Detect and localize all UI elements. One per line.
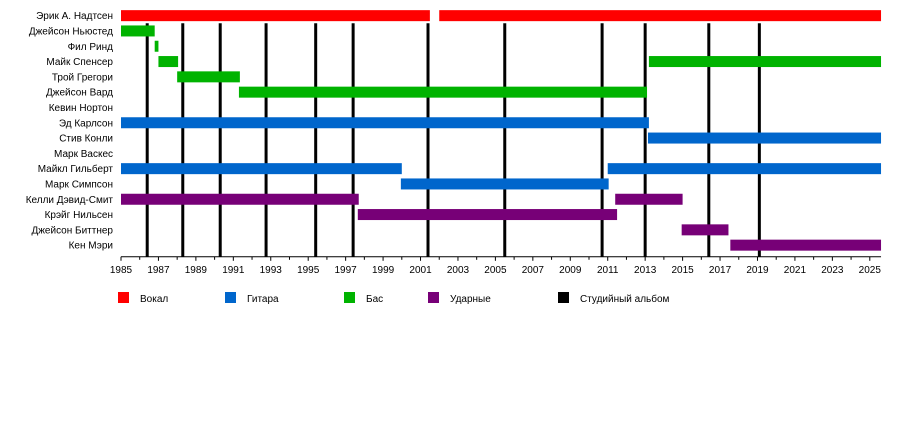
member-name-label: Эд Карлсон bbox=[59, 118, 113, 129]
x-tick-label: 2025 bbox=[859, 265, 882, 276]
x-tick-label: 2023 bbox=[821, 265, 844, 276]
x-tick-label: 1991 bbox=[222, 265, 245, 276]
member-bar-guitar bbox=[400, 178, 609, 190]
member-name-label: Стив Конли bbox=[59, 134, 113, 145]
x-tick-label: 2013 bbox=[634, 265, 657, 276]
member-bar-bass bbox=[648, 56, 882, 68]
member-bar-bass bbox=[238, 86, 648, 98]
member-name-label: Джейсон Ньюстед bbox=[29, 26, 113, 37]
member-bar-guitar bbox=[121, 117, 649, 129]
member-bar-bass bbox=[177, 71, 240, 83]
member-name-label: Кен Мэри bbox=[69, 241, 113, 252]
x-tick-label: 2021 bbox=[784, 265, 807, 276]
legend-label-vocals: Вокал bbox=[140, 294, 168, 305]
x-tick-label: 2019 bbox=[746, 265, 769, 276]
member-name-label: Майк Спенсер bbox=[46, 57, 113, 68]
member-name-label: Марк Симпсон bbox=[45, 179, 113, 190]
member-name-label: Крэйг Нильсен bbox=[45, 210, 113, 221]
x-tick-label: 2011 bbox=[597, 265, 619, 276]
member-name-label: Фил Ринд bbox=[68, 42, 114, 53]
x-tick-label: 1989 bbox=[185, 265, 208, 276]
member-bar-bass bbox=[121, 25, 155, 37]
x-tick-label: 1997 bbox=[335, 265, 358, 276]
member-name-label: Эрик А. Надтсен bbox=[36, 11, 113, 22]
x-tick-label: 1999 bbox=[372, 265, 395, 276]
legend-label-drums: Ударные bbox=[450, 294, 491, 305]
member-bar-drums bbox=[730, 239, 882, 251]
legend-swatch-bass bbox=[344, 292, 355, 303]
member-bar-drums bbox=[357, 209, 618, 221]
legend-label-guitar: Гитара bbox=[247, 294, 279, 305]
legend-label-album: Студийный альбом bbox=[580, 293, 670, 305]
x-tick-label: 2003 bbox=[447, 265, 470, 276]
member-bar-drums bbox=[121, 193, 359, 205]
member-bar-guitar bbox=[607, 163, 882, 175]
legend-swatch-album bbox=[558, 292, 569, 303]
member-name-label: Трой Грегори bbox=[52, 72, 113, 83]
member-name-label: Джейсон Вард bbox=[46, 88, 113, 99]
x-tick-label: 2001 bbox=[409, 265, 432, 276]
x-tick-label: 1993 bbox=[260, 265, 283, 276]
legend-swatch-drums bbox=[428, 292, 439, 303]
x-tick-label: 2017 bbox=[709, 265, 732, 276]
x-tick-label: 1987 bbox=[147, 265, 170, 276]
member-name-label: Марк Васкес bbox=[54, 149, 113, 160]
x-tick-label: 2007 bbox=[522, 265, 545, 276]
member-name-label: Келли Дэвид-Смит bbox=[26, 195, 114, 206]
member-bar-drums bbox=[615, 193, 683, 205]
legend-label-bass: Бас bbox=[366, 294, 383, 305]
member-bar-drums bbox=[681, 224, 729, 236]
member-name-label: Джейсон Биттнер bbox=[31, 225, 113, 236]
member-bar-vocals bbox=[121, 10, 430, 22]
member-name-label: Майкл Гильберт bbox=[38, 163, 114, 175]
member-name-label: Кевин Нортон bbox=[49, 103, 113, 114]
member-bar-guitar bbox=[647, 132, 882, 144]
legend-swatch-guitar bbox=[225, 292, 236, 303]
legend-swatch-vocals bbox=[118, 292, 129, 303]
member-bar-vocals bbox=[439, 10, 882, 22]
x-tick-label: 2015 bbox=[671, 265, 694, 276]
x-tick-label: 1995 bbox=[297, 265, 320, 276]
x-tick-label: 1985 bbox=[110, 265, 133, 276]
member-bar-bass bbox=[154, 40, 159, 52]
x-tick-label: 2005 bbox=[484, 265, 507, 276]
member-bar-guitar bbox=[121, 163, 402, 175]
x-tick-label: 2009 bbox=[559, 265, 582, 276]
member-bar-bass bbox=[158, 56, 179, 68]
